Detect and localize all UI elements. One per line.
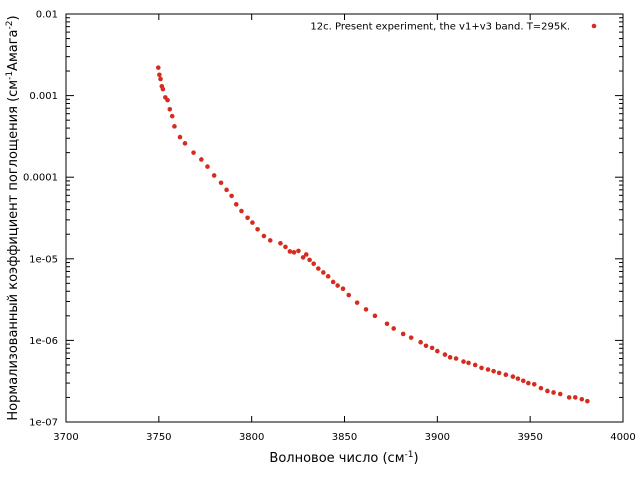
x-tick-label: 3850	[332, 432, 357, 443]
data-point	[160, 86, 166, 92]
data-point	[372, 313, 378, 319]
data-point	[172, 124, 177, 129]
data-point	[429, 345, 435, 351]
data-point	[491, 368, 496, 374]
data-point	[261, 233, 267, 239]
data-point	[335, 283, 340, 288]
data-point	[325, 274, 331, 279]
data-point	[400, 331, 406, 337]
data-point	[340, 286, 346, 292]
x-tick-label: 3800	[239, 432, 264, 443]
y-tick-label: 0.001	[29, 91, 58, 102]
data-point	[496, 370, 502, 376]
data-point	[218, 180, 224, 186]
data-point	[346, 292, 352, 298]
x-axis-title: Волновое число (см-1)	[269, 450, 418, 466]
data-point	[311, 261, 316, 267]
data-point	[278, 240, 283, 246]
data-point	[316, 266, 321, 271]
data-point	[466, 360, 471, 366]
data-point	[585, 398, 590, 404]
data-point	[472, 362, 478, 368]
data-point	[447, 355, 453, 360]
data-point	[503, 372, 509, 377]
data-point	[157, 72, 162, 78]
x-tick-label: 3900	[425, 432, 450, 443]
data-point	[291, 250, 297, 255]
data-point	[165, 97, 170, 103]
data-point	[167, 106, 173, 112]
data-point	[211, 173, 217, 178]
data-point	[303, 252, 309, 257]
data-point	[205, 164, 210, 169]
data-point	[363, 307, 369, 312]
y-tick-label: 0.0001	[23, 173, 58, 184]
data-point	[408, 335, 414, 340]
data-point	[520, 378, 526, 384]
data-point	[579, 396, 585, 402]
x-axis-ticks: 3700 3750 3800 3850 3900 3950 4000	[53, 14, 636, 443]
x-tick-label: 4000	[610, 432, 635, 443]
data-point	[224, 187, 229, 193]
data-point	[526, 380, 531, 386]
data-point	[330, 279, 336, 285]
data-point	[354, 300, 360, 305]
data-point	[283, 244, 288, 250]
y-tick-label: 1e-07	[29, 418, 58, 429]
data-point	[391, 326, 397, 331]
data-point	[531, 381, 537, 387]
data-point	[182, 141, 188, 146]
data-point	[545, 388, 550, 394]
data-point	[296, 248, 301, 254]
data-point	[158, 76, 163, 82]
data-point	[485, 367, 491, 372]
y-tick-label: 1e-06	[29, 336, 58, 347]
data-point	[479, 365, 484, 371]
data-point	[300, 255, 306, 260]
data-point	[287, 249, 293, 254]
data-point	[199, 157, 204, 162]
data-point	[321, 270, 326, 275]
data-point	[239, 208, 244, 214]
plot-border	[65, 13, 624, 423]
data-point	[418, 339, 423, 345]
data-point	[566, 395, 572, 400]
data-point	[169, 113, 175, 119]
data-point	[177, 134, 183, 140]
data-point	[384, 321, 390, 327]
data-point	[191, 150, 196, 155]
y-axis-title: Нормализованный коэффициент поглощения (…	[5, 15, 21, 420]
data-point	[551, 390, 556, 395]
data-point	[572, 395, 578, 400]
data-point	[255, 226, 260, 232]
data-point	[229, 193, 234, 199]
y-tick-label: 0.01	[36, 10, 58, 21]
data-point	[538, 385, 544, 391]
data-point	[557, 391, 563, 397]
data-point	[510, 374, 516, 379]
data-point	[307, 257, 312, 263]
x-tick-label: 3700	[53, 432, 78, 443]
data-point	[423, 343, 429, 349]
legend-marker	[591, 23, 597, 29]
data-point	[233, 202, 239, 207]
data-point	[245, 215, 250, 221]
data-points	[155, 65, 590, 404]
x-tick-label: 3950	[517, 432, 542, 443]
data-point	[435, 348, 440, 354]
data-point	[453, 356, 459, 361]
data-point	[155, 65, 161, 70]
data-point	[267, 238, 273, 243]
data-point	[250, 220, 255, 225]
legend-label: 12c. Present experiment, the v1+v3 band.…	[310, 22, 570, 33]
data-point	[515, 376, 521, 381]
y-tick-label: 1e-05	[29, 254, 58, 265]
data-point	[461, 359, 466, 364]
y-axis-ticks: 1e-07 1e-06 1e-05 0.0001 0.001 0.01	[23, 10, 623, 429]
x-tick-label: 3750	[146, 432, 171, 443]
legend: 12c. Present experiment, the v1+v3 band.…	[310, 22, 597, 33]
data-point	[442, 352, 448, 357]
